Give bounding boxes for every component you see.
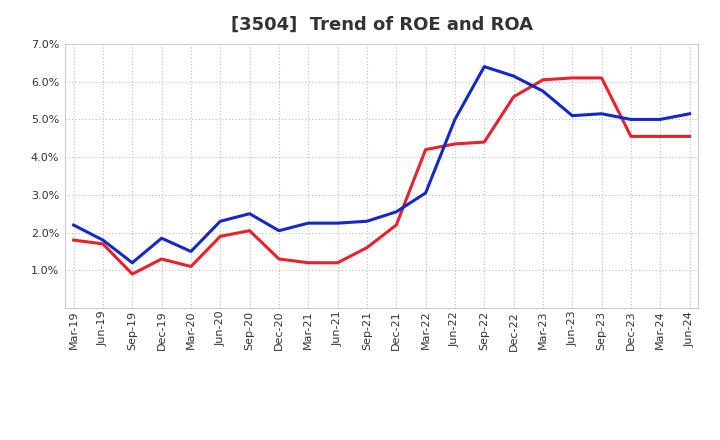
ROE (685, 134, 694, 139)
ROA (69, 222, 78, 227)
ROA (274, 228, 283, 233)
ROE (69, 238, 78, 243)
ROA (685, 111, 694, 117)
ROA (392, 209, 400, 214)
ROE (451, 141, 459, 147)
ROA (363, 219, 372, 224)
ROE (568, 75, 577, 81)
ROA (333, 220, 342, 226)
ROE (598, 75, 606, 81)
ROA (568, 113, 577, 118)
ROA (99, 238, 107, 243)
ROE (626, 134, 635, 139)
ROA (128, 260, 137, 265)
ROE (656, 134, 665, 139)
ROE (274, 257, 283, 262)
Line: ROA: ROA (73, 66, 690, 263)
ROA (509, 73, 518, 79)
ROA (421, 191, 430, 196)
ROE (333, 260, 342, 265)
ROE (480, 139, 489, 145)
ROE (128, 271, 137, 277)
ROE (539, 77, 547, 82)
ROE (186, 264, 195, 269)
ROA (656, 117, 665, 122)
ROA (539, 88, 547, 94)
ROA (186, 249, 195, 254)
ROA (157, 235, 166, 241)
ROE (157, 257, 166, 262)
ROE (304, 260, 312, 265)
Title: [3504]  Trend of ROE and ROA: [3504] Trend of ROE and ROA (230, 16, 533, 34)
ROA (626, 117, 635, 122)
ROA (451, 117, 459, 122)
ROA (598, 111, 606, 117)
ROA (480, 64, 489, 69)
ROE (392, 222, 400, 227)
ROE (216, 234, 225, 239)
ROE (99, 241, 107, 246)
ROE (246, 228, 254, 233)
ROA (246, 211, 254, 216)
ROE (509, 94, 518, 99)
ROE (421, 147, 430, 152)
Line: ROE: ROE (73, 78, 690, 274)
ROA (216, 219, 225, 224)
ROE (363, 245, 372, 250)
ROA (304, 220, 312, 226)
